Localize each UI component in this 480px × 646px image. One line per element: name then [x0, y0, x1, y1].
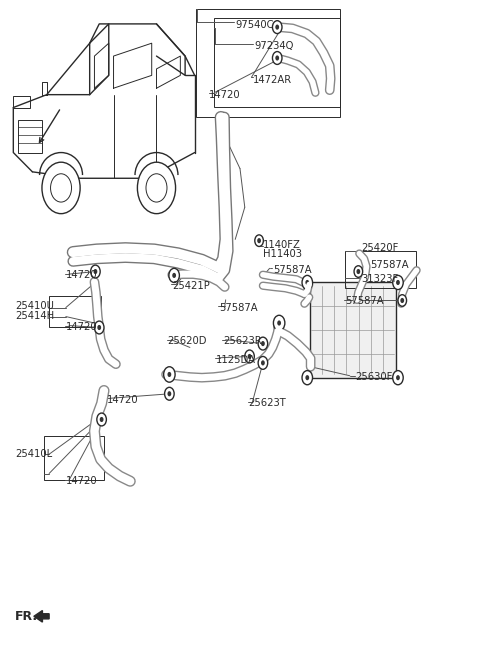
- Circle shape: [276, 56, 279, 61]
- Circle shape: [168, 372, 171, 377]
- Text: 25421P: 25421P: [172, 281, 210, 291]
- Text: 25623R: 25623R: [223, 336, 262, 346]
- Circle shape: [258, 357, 268, 370]
- Circle shape: [95, 321, 104, 334]
- Text: H11403: H11403: [263, 249, 302, 258]
- Circle shape: [146, 174, 167, 202]
- Circle shape: [273, 21, 282, 34]
- Circle shape: [354, 266, 363, 277]
- Circle shape: [302, 371, 312, 385]
- Circle shape: [245, 350, 254, 363]
- Circle shape: [305, 280, 309, 285]
- Circle shape: [398, 295, 407, 306]
- Circle shape: [50, 174, 72, 202]
- Circle shape: [91, 265, 100, 278]
- Circle shape: [164, 367, 175, 382]
- Text: 1140FZ: 1140FZ: [263, 240, 301, 249]
- Circle shape: [42, 162, 80, 214]
- Circle shape: [168, 391, 171, 397]
- Bar: [196, 9, 340, 117]
- Text: 1472AR: 1472AR: [253, 75, 292, 85]
- Circle shape: [393, 275, 403, 289]
- Circle shape: [255, 235, 264, 247]
- Text: 97234Q: 97234Q: [254, 41, 294, 52]
- Text: 57587A: 57587A: [219, 302, 258, 313]
- Circle shape: [172, 273, 176, 278]
- Text: 25620D: 25620D: [168, 336, 207, 346]
- Text: 25420F: 25420F: [362, 244, 399, 253]
- Text: 1125DA: 1125DA: [216, 355, 256, 364]
- Text: 57587A: 57587A: [345, 296, 384, 306]
- Text: 25410L: 25410L: [15, 449, 52, 459]
- Circle shape: [169, 268, 180, 282]
- Circle shape: [393, 371, 403, 385]
- Text: 97540C: 97540C: [235, 19, 274, 30]
- Circle shape: [357, 269, 360, 274]
- Text: FR.: FR.: [15, 610, 38, 623]
- Circle shape: [94, 269, 97, 274]
- Circle shape: [165, 388, 174, 400]
- Circle shape: [261, 341, 265, 346]
- FancyArrow shape: [34, 610, 49, 622]
- Text: 14720: 14720: [66, 476, 98, 486]
- Circle shape: [277, 320, 281, 326]
- Bar: [18, 120, 42, 152]
- Circle shape: [396, 280, 400, 285]
- Circle shape: [400, 298, 404, 303]
- Circle shape: [276, 25, 279, 30]
- Circle shape: [97, 325, 101, 330]
- Text: 57587A: 57587A: [274, 265, 312, 275]
- Circle shape: [258, 337, 268, 350]
- Text: 31323F: 31323F: [362, 275, 399, 284]
- Bar: [345, 251, 416, 288]
- Circle shape: [302, 275, 312, 289]
- Circle shape: [273, 52, 282, 65]
- Bar: [44, 436, 104, 480]
- Circle shape: [274, 315, 285, 331]
- Circle shape: [97, 413, 107, 426]
- Circle shape: [305, 375, 309, 380]
- Text: 25630F: 25630F: [356, 372, 393, 382]
- Bar: [49, 296, 101, 327]
- Text: 25623T: 25623T: [249, 399, 287, 408]
- Text: 14720: 14720: [66, 322, 98, 332]
- Circle shape: [137, 162, 176, 214]
- Circle shape: [261, 360, 265, 366]
- Text: 14720: 14720: [208, 90, 240, 100]
- Circle shape: [248, 354, 252, 359]
- Circle shape: [100, 417, 104, 422]
- Text: 25414H: 25414H: [15, 311, 54, 321]
- Bar: [214, 18, 340, 107]
- Circle shape: [257, 238, 261, 244]
- Bar: [13, 96, 30, 107]
- Circle shape: [396, 375, 400, 380]
- Text: 25410U: 25410U: [15, 300, 54, 311]
- Text: 14720: 14720: [66, 271, 98, 280]
- Text: 14720: 14720: [107, 395, 138, 404]
- Bar: [310, 282, 396, 378]
- Text: 57587A: 57587A: [370, 260, 408, 270]
